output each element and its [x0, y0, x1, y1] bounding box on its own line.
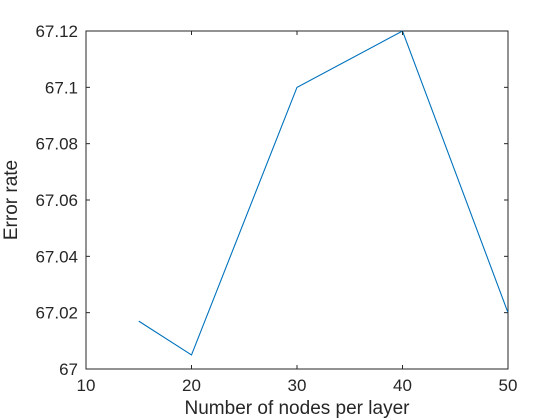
- x-tick-label: 20: [182, 376, 201, 395]
- y-tick-label: 67: [59, 360, 78, 379]
- x-tick-label: 40: [393, 376, 412, 395]
- y-tick-label: 67.02: [35, 304, 78, 323]
- x-tick-label: 30: [288, 376, 307, 395]
- x-tick-label: 50: [499, 376, 518, 395]
- y-tick-label: 67.06: [35, 191, 78, 210]
- x-tick-label: 10: [77, 376, 96, 395]
- x-axis-label: Number of nodes per layer: [185, 398, 411, 419]
- y-tick-label: 67.1: [45, 78, 78, 97]
- y-tick-label: 67.08: [35, 135, 78, 154]
- y-tick-label: 67.04: [35, 247, 78, 266]
- y-tick-label: 67.12: [35, 22, 78, 41]
- y-axis-label: Error rate: [1, 160, 22, 240]
